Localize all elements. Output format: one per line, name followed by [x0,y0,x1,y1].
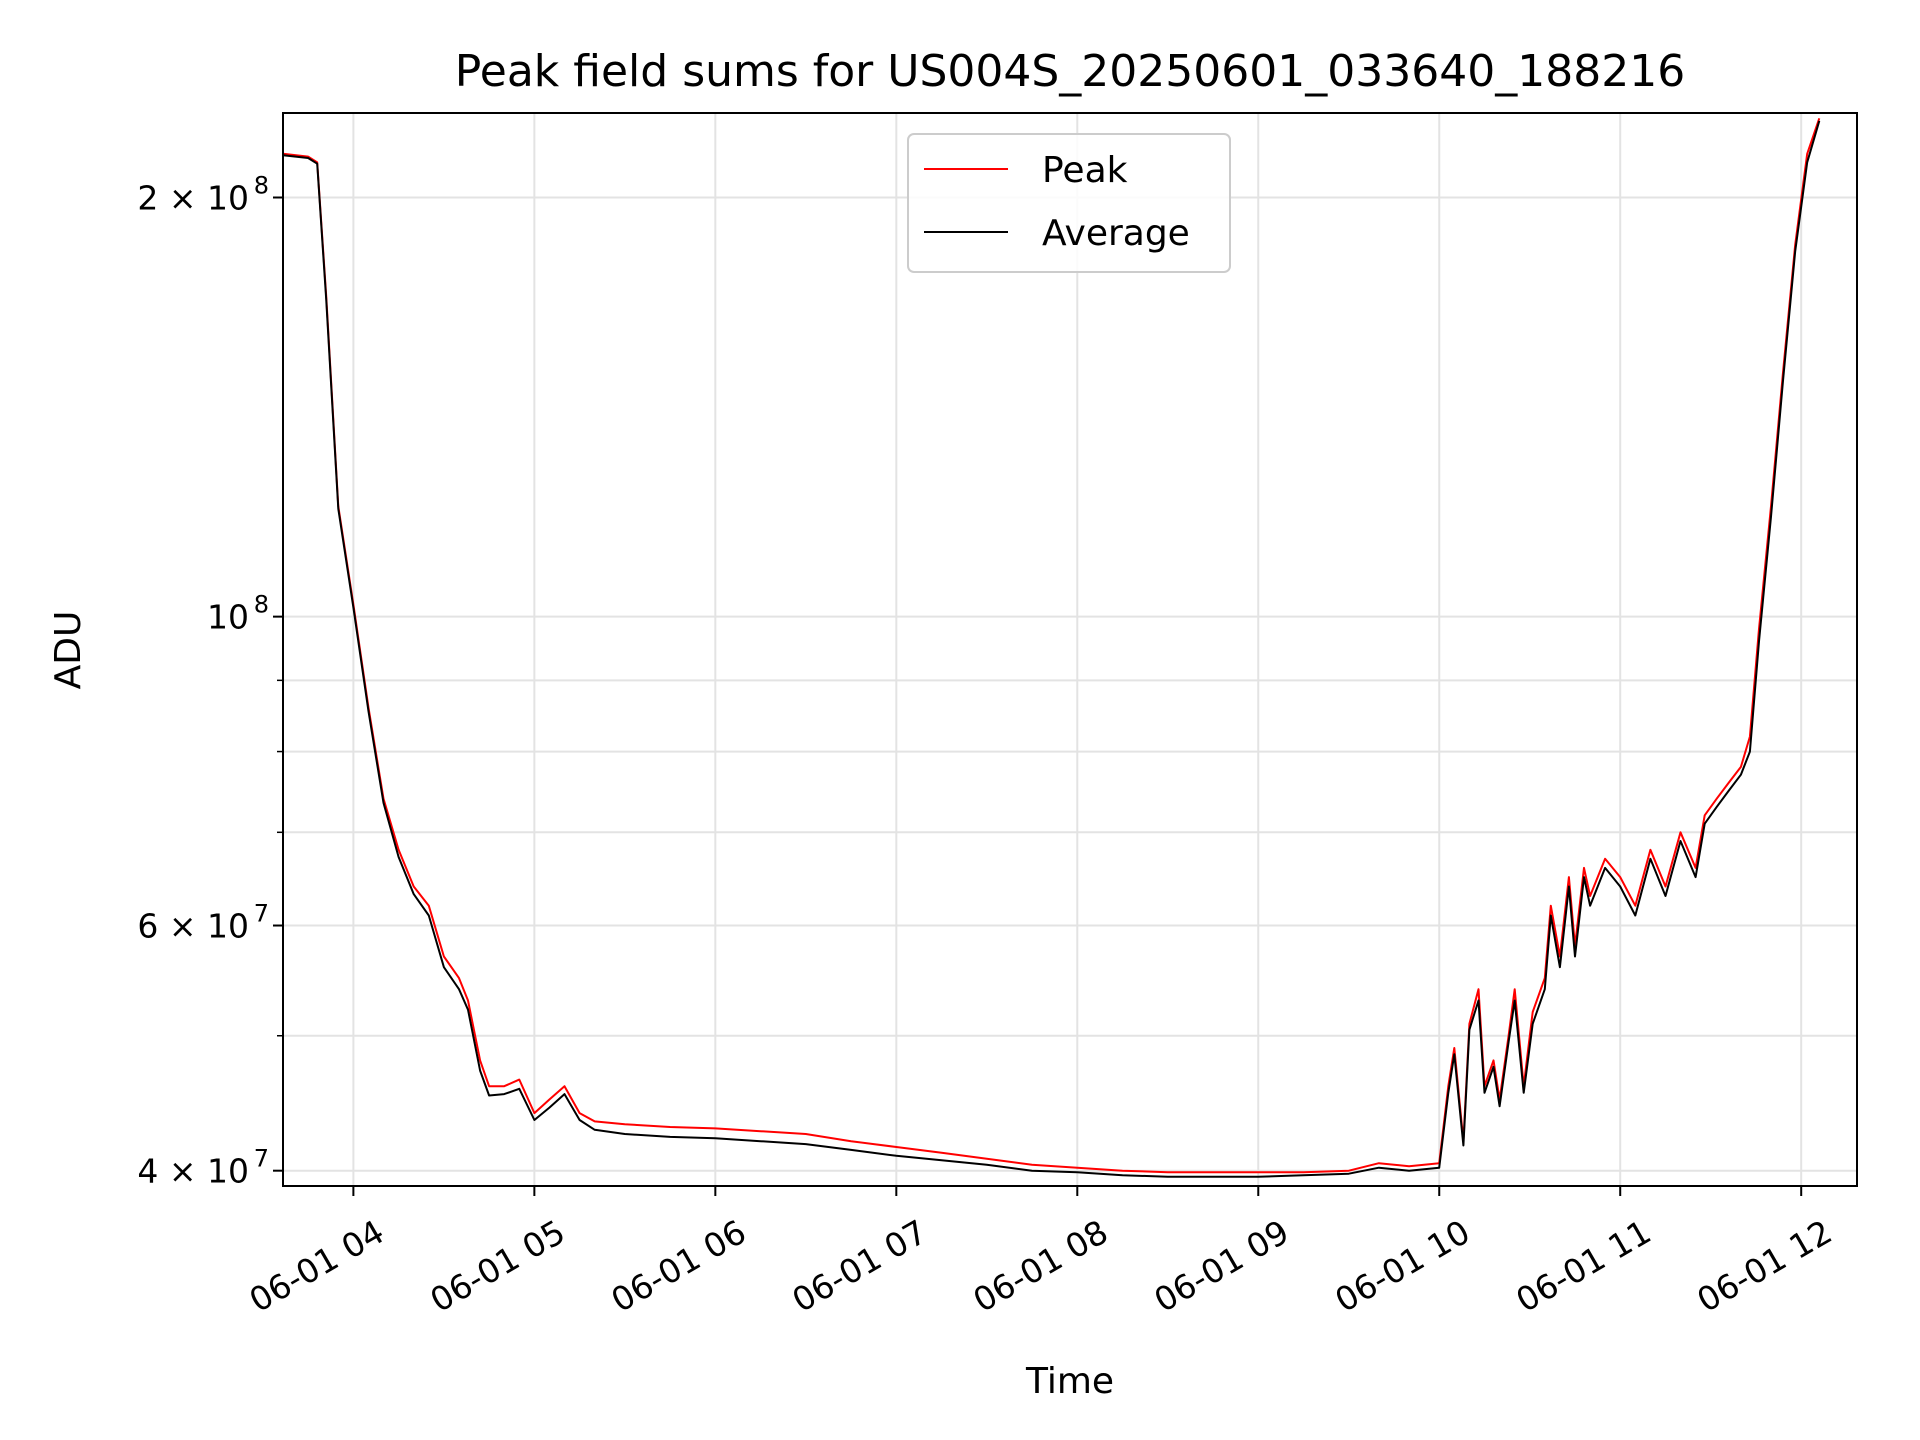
series-line-peak [283,117,1821,1174]
y-tick-exponent: 7 [254,1145,269,1173]
legend-label-average: Average [1042,213,1190,254]
legend: Peak Average [907,133,1231,273]
y-tick-base: 4 × 10 [137,1152,249,1191]
plot-frame [282,112,1858,1187]
series-layer [283,117,1821,1178]
grid [283,113,1857,1186]
y-axis: 4 × 10 76 × 10 710 82 × 10 8 [137,172,283,1191]
chart-title: Peak field sums for US004S_20250601_0336… [455,46,1685,97]
x-axis-label: Time [1025,1361,1114,1402]
y-tick-label: 10 [207,598,249,637]
y-tick-label: 4 × 10 [137,1152,249,1191]
y-tick-base: 2 × 10 [137,179,249,218]
series-line-average [283,120,1821,1178]
legend-label-peak: Peak [1042,150,1128,191]
y-tick-base: 10 [207,598,249,637]
y-axis-label: ADU [48,611,89,690]
y-tick-base: 6 × 10 [137,907,249,946]
y-tick-label: 2 × 10 [137,179,249,218]
y-tick-label: 6 × 10 [137,907,249,946]
y-tick-exponent: 7 [254,900,269,928]
y-tick-exponent: 8 [254,591,269,619]
y-tick-exponent: 8 [254,172,269,200]
